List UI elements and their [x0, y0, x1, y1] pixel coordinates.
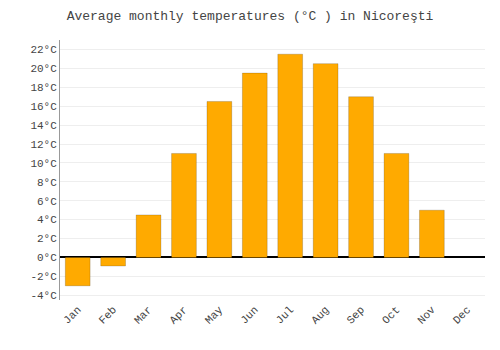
- svg-text:8°C: 8°C: [37, 177, 57, 189]
- svg-text:12°C: 12°C: [30, 139, 57, 151]
- svg-text:Jun: Jun: [238, 304, 260, 326]
- svg-text:18°C: 18°C: [30, 82, 57, 94]
- svg-text:Sep: Sep: [345, 304, 367, 326]
- svg-text:14°C: 14°C: [30, 120, 57, 132]
- svg-text:-2°C: -2°C: [30, 271, 57, 283]
- svg-text:Jan: Jan: [61, 304, 83, 326]
- svg-text:Mar: Mar: [132, 304, 154, 326]
- svg-text:-4°C: -4°C: [30, 290, 57, 302]
- svg-text:Average monthly temperatures (: Average monthly temperatures (°C ) in Ni…: [67, 9, 434, 24]
- svg-text:4°C: 4°C: [37, 214, 57, 226]
- svg-text:May: May: [203, 304, 226, 327]
- svg-text:22°C: 22°C: [30, 44, 57, 56]
- svg-text:Jul: Jul: [274, 304, 296, 326]
- svg-text:Feb: Feb: [97, 304, 119, 326]
- svg-text:Apr: Apr: [167, 304, 189, 326]
- svg-text:Aug: Aug: [309, 304, 331, 326]
- svg-text:Dec: Dec: [451, 304, 473, 326]
- svg-text:2°C: 2°C: [37, 233, 57, 245]
- svg-text:10°C: 10°C: [30, 158, 57, 170]
- svg-text:0°C: 0°C: [37, 252, 57, 264]
- svg-text:6°C: 6°C: [37, 196, 57, 208]
- svg-text:16°C: 16°C: [30, 101, 57, 113]
- svg-text:Oct: Oct: [380, 304, 402, 326]
- svg-text:20°C: 20°C: [30, 63, 57, 75]
- svg-text:Nov: Nov: [415, 304, 438, 327]
